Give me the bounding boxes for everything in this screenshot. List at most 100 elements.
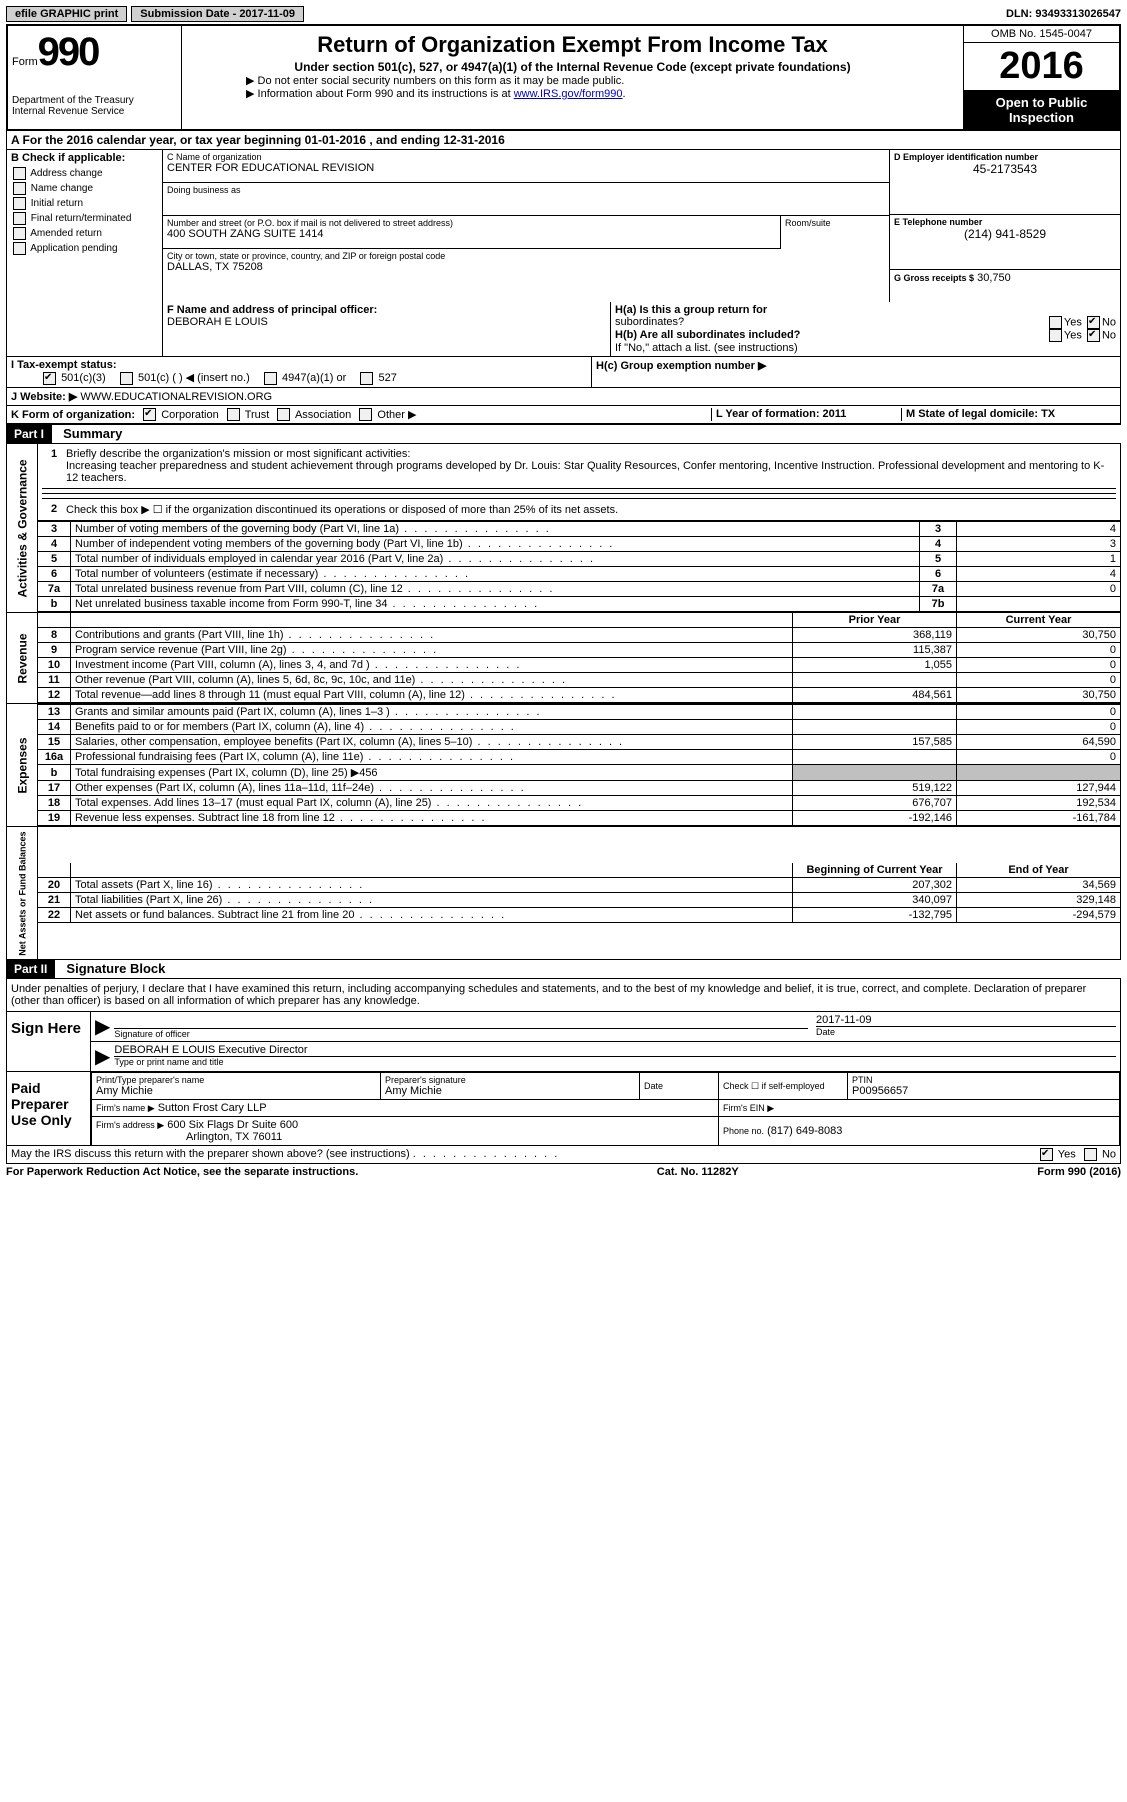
- m-state-domicile: M State of legal domicile: TX: [906, 408, 1055, 420]
- paperwork-notice: For Paperwork Reduction Act Notice, see …: [6, 1166, 358, 1178]
- officer-name-title: DEBORAH E LOUIS Executive Director: [114, 1044, 1116, 1057]
- efile-button[interactable]: efile GRAPHIC print: [6, 6, 127, 22]
- final-return-label: Final return/terminated: [31, 213, 132, 224]
- line-value: 0: [957, 582, 1121, 597]
- line-1-text: Briefly describe the organization's miss…: [66, 448, 410, 460]
- address-change-checkbox[interactable]: [13, 167, 26, 180]
- line-num: 16a: [38, 750, 71, 765]
- line-box: 6: [920, 567, 957, 582]
- line-text: Contributions and grants (Part VIII, lin…: [71, 628, 793, 643]
- line-value: [957, 597, 1121, 612]
- submission-button[interactable]: Submission Date - 2017-11-09: [131, 6, 304, 22]
- line-num: 9: [38, 643, 71, 658]
- ha-yes-checkbox[interactable]: [1049, 316, 1062, 329]
- phone-label: E Telephone number: [894, 217, 1116, 227]
- j-label: J Website: ▶: [11, 391, 77, 403]
- irs-link[interactable]: www.IRS.gov/form990: [514, 88, 623, 100]
- yes-label: Yes: [1064, 316, 1082, 328]
- line-box: 7b: [920, 597, 957, 612]
- line-text: Investment income (Part VIII, column (A)…: [71, 658, 793, 673]
- corp-checkbox[interactable]: [143, 408, 156, 421]
- k-label: K Form of organization:: [11, 409, 135, 421]
- hb-no-checkbox[interactable]: [1087, 329, 1100, 342]
- form-header: Form 990 Department of the Treasury Inte…: [6, 24, 1121, 131]
- prior-value: 676,707: [793, 796, 957, 811]
- app-pending-label: Application pending: [30, 243, 117, 254]
- form-label: Form: [12, 56, 38, 68]
- prior-value: 115,387: [793, 643, 957, 658]
- address-change-label: Address change: [30, 168, 102, 179]
- prior-value: -192,146: [793, 811, 957, 826]
- hb-yes-checkbox[interactable]: [1049, 329, 1062, 342]
- penalties-text: Under penalties of perjury, I declare th…: [7, 979, 1120, 1012]
- addr-label: Number and street (or P.O. box if mail i…: [167, 218, 776, 228]
- line-text: Grants and similar amounts paid (Part IX…: [71, 705, 793, 720]
- amended-return-checkbox[interactable]: [13, 227, 26, 240]
- other-label: Other ▶: [377, 409, 416, 421]
- 501c3-checkbox[interactable]: [43, 372, 56, 385]
- final-return-checkbox[interactable]: [13, 212, 26, 225]
- hb-note: If "No," attach a list. (see instruction…: [615, 342, 1116, 354]
- end-value: 329,148: [957, 893, 1121, 908]
- other-checkbox[interactable]: [359, 408, 372, 421]
- current-value: 0: [957, 720, 1121, 735]
- line-num: b: [38, 597, 71, 612]
- prior-value: [793, 705, 957, 720]
- irs-no-checkbox[interactable]: [1084, 1148, 1097, 1161]
- firm-phone: (817) 649-8083: [767, 1125, 842, 1137]
- 527-checkbox[interactable]: [360, 372, 373, 385]
- app-pending-checkbox[interactable]: [13, 242, 26, 255]
- 527-label: 527: [379, 372, 397, 384]
- 501c-checkbox[interactable]: [120, 372, 133, 385]
- line-text: Program service revenue (Part VIII, line…: [71, 643, 793, 658]
- name-change-checkbox[interactable]: [13, 182, 26, 195]
- f-h-row: F Name and address of principal officer:…: [6, 302, 1121, 357]
- section-a: A For the 2016 calendar year, or tax yea…: [6, 131, 1121, 150]
- org-address: 400 SOUTH ZANG SUITE 1414: [167, 228, 776, 240]
- line-value: 4: [957, 522, 1121, 537]
- form-990-footer: Form 990 (2016): [1037, 1166, 1121, 1178]
- current-value: 0: [957, 673, 1121, 688]
- trust-label: Trust: [245, 409, 270, 421]
- line-text: Total number of individuals employed in …: [71, 552, 920, 567]
- trust-checkbox[interactable]: [227, 408, 240, 421]
- line-value: 4: [957, 567, 1121, 582]
- prior-value: 519,122: [793, 781, 957, 796]
- prep-name-label: Print/Type preparer's name: [96, 1075, 376, 1085]
- line-box: 5: [920, 552, 957, 567]
- part-ii-header: Part II: [6, 960, 55, 978]
- sig-arrow-icon-2: ▶: [95, 1044, 114, 1069]
- initial-return-checkbox[interactable]: [13, 197, 26, 210]
- current-value: 0: [957, 750, 1121, 765]
- part-i-header: Part I: [6, 425, 52, 443]
- i-label: I Tax-exempt status:: [11, 359, 117, 371]
- ha-no-checkbox[interactable]: [1087, 316, 1100, 329]
- hb-label: H(b) Are all subordinates included?: [615, 329, 800, 341]
- prep-sig: Amy Michie: [385, 1085, 635, 1097]
- prior-value: [793, 673, 957, 688]
- officer-label: F Name and address of principal officer:: [167, 304, 377, 316]
- line-1-num: 1: [42, 448, 66, 460]
- end-value: -294,579: [957, 908, 1121, 923]
- 4947-checkbox[interactable]: [264, 372, 277, 385]
- prep-date-label: Date: [644, 1081, 714, 1091]
- no-label: No: [1102, 316, 1116, 328]
- return-subtitle: Under section 501(c), 527, or 4947(a)(1)…: [186, 60, 959, 74]
- current-value: 30,750: [957, 628, 1121, 643]
- room-label: Room/suite: [785, 218, 885, 228]
- firm-ein-label: Firm's EIN ▶: [723, 1103, 774, 1113]
- line-text: Other revenue (Part VIII, column (A), li…: [71, 673, 793, 688]
- assoc-checkbox[interactable]: [277, 408, 290, 421]
- line-text: Net assets or fund balances. Subtract li…: [71, 908, 793, 923]
- ssn-note: ▶ Do not enter social security numbers o…: [246, 74, 959, 87]
- prior-value: 1,055: [793, 658, 957, 673]
- irs-yes-checkbox[interactable]: [1040, 1148, 1053, 1161]
- current-value: 64,590: [957, 735, 1121, 750]
- line-num: 4: [38, 537, 71, 552]
- shaded-cell: [793, 765, 957, 781]
- part-ii-title: Signature Block: [66, 961, 165, 976]
- phone-value: (214) 941-8529: [894, 227, 1116, 241]
- prior-value: 484,561: [793, 688, 957, 703]
- 501c3-label: 501(c)(3): [61, 372, 106, 384]
- line-box: 7a: [920, 582, 957, 597]
